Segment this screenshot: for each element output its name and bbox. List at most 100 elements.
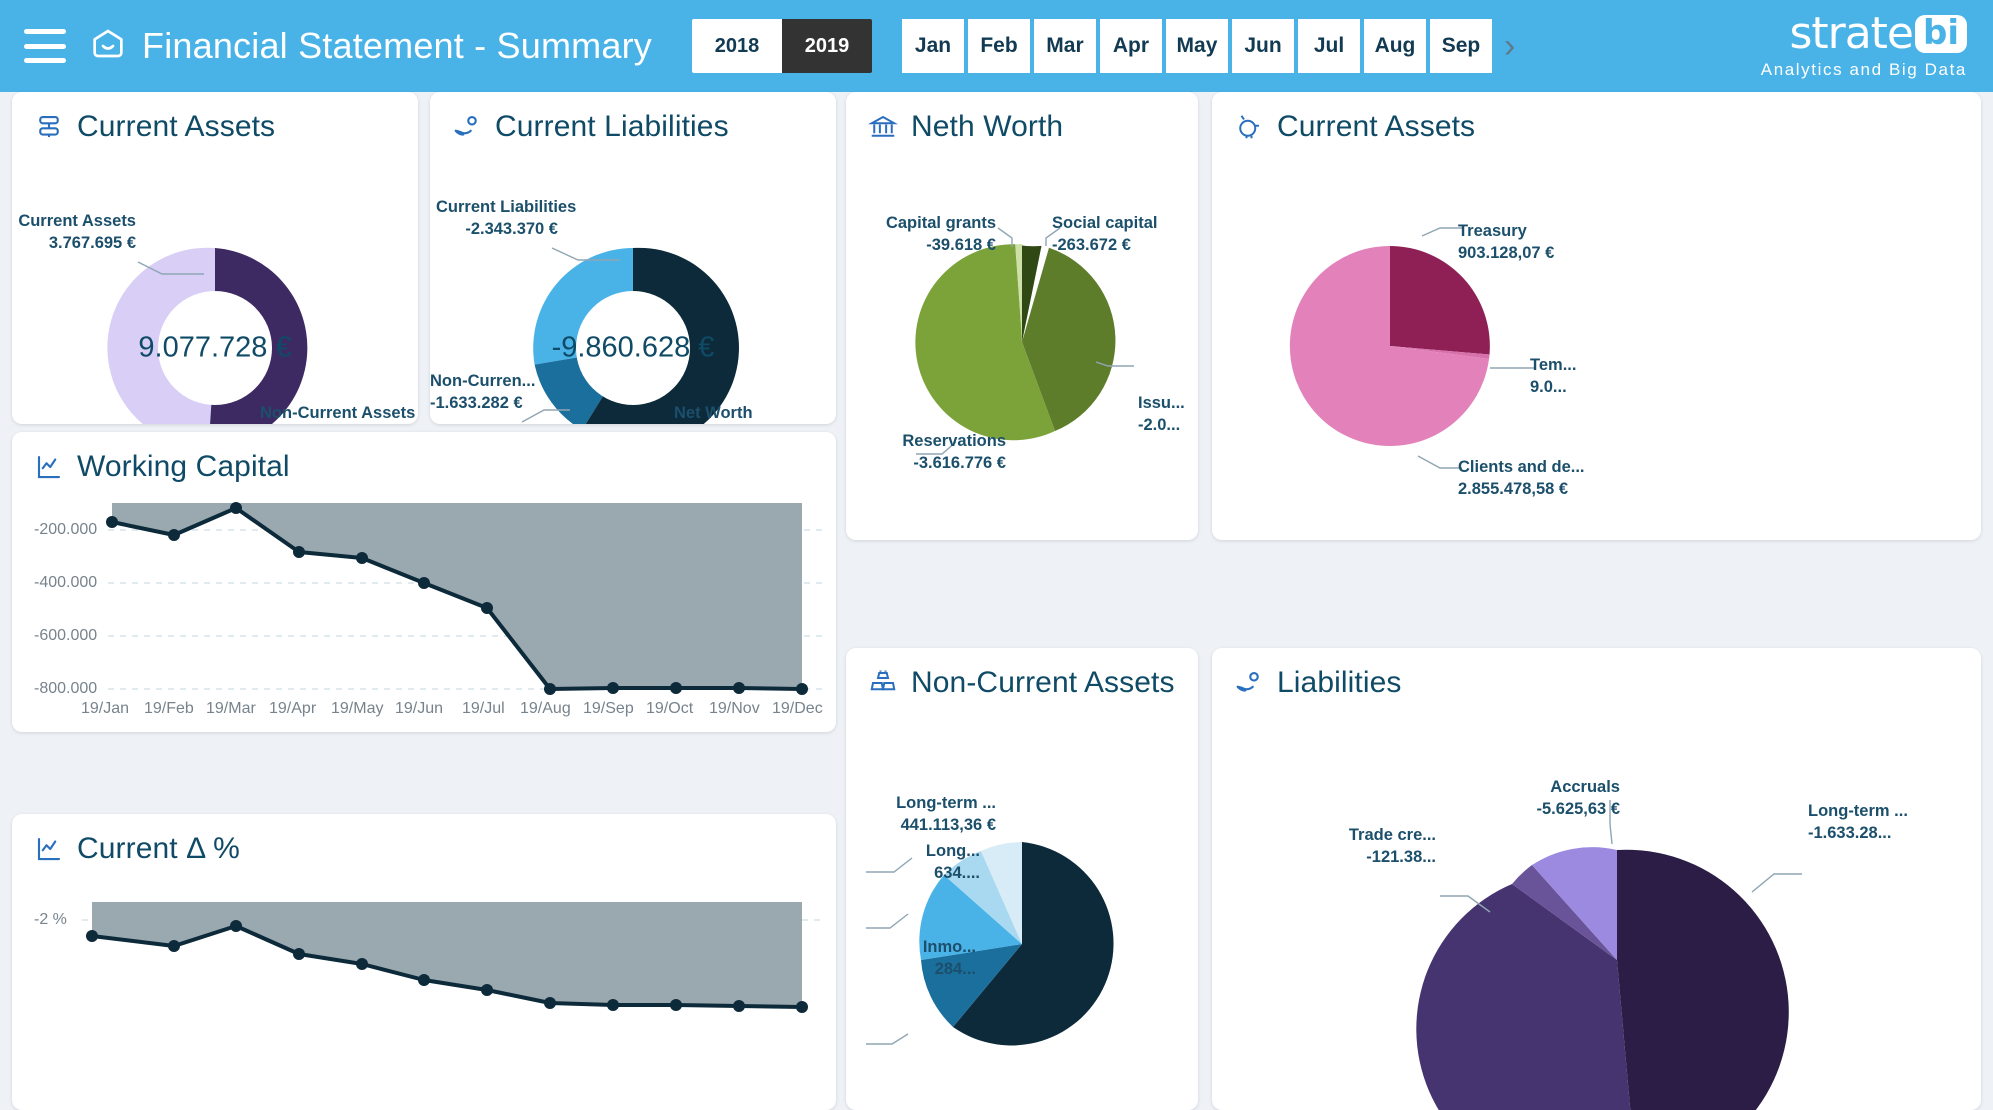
month-button-mar[interactable]: Mar (1033, 19, 1096, 73)
leader-line (1095, 361, 1134, 367)
non-current-assets-pie-chart (866, 842, 1114, 1046)
card-current-delta: Current Δ % -2 % (12, 814, 836, 1110)
card-title: Current Assets (1277, 110, 1476, 143)
slice-label-accruals: Accruals -5.625,63 € (1536, 778, 1620, 819)
series-points[interactable] (106, 502, 808, 695)
leader-line (1417, 455, 1462, 469)
series-points[interactable] (86, 920, 808, 1013)
x-axis-tick: 19/Apr (269, 700, 317, 717)
pie-slice-long-term[interactable] (981, 842, 1022, 944)
x-axis-tick: 19/Aug (520, 700, 571, 717)
line-chart-icon (37, 455, 61, 479)
slice-label-trade-creditors: Trade cre... -121.38... (1348, 826, 1436, 867)
card-title: Current Assets (77, 110, 276, 143)
leader-line (866, 913, 909, 929)
gold-bars-icon (870, 670, 896, 691)
current-assets-donut-chart (107, 247, 308, 424)
series-line (110, 506, 804, 691)
pie-slice-inmo[interactable] (919, 875, 1022, 960)
pie-slice-trade-creditors[interactable] (1512, 865, 1617, 960)
month-button-feb[interactable]: Feb (967, 19, 1030, 73)
leader-line (866, 857, 913, 873)
leader-line (1440, 895, 1491, 913)
dashboard-board: Current Assets Current Assets 3.767.695 … (0, 92, 1993, 1110)
month-button-apr[interactable]: Apr (1099, 19, 1162, 73)
x-axis-tick: 19/Jan (81, 700, 130, 717)
year-button-2019[interactable]: 2019 (781, 19, 872, 73)
slice-label-clients-debtors: Clients and de... 2.855.478,58 € (1458, 458, 1585, 499)
liabilities-pie-chart (1416, 800, 1802, 1110)
y-axis-tick: -400.000 (34, 574, 98, 591)
x-axis-tick: 19/Mar (206, 700, 256, 717)
card-current-assets-pie: Current Assets Treasury 903.128,07 € Tem… (1212, 92, 1981, 540)
slice-label-temporary: Tem... 9.0... (1530, 356, 1577, 397)
stacked-layers-icon (39, 115, 59, 137)
year-button-2018[interactable]: 2018 (691, 19, 782, 73)
hand-coin-icon (454, 115, 477, 136)
slice-label-current-liabilities: Current Liabilities -2.343.370 € (436, 198, 577, 239)
leader-line (1421, 227, 1462, 237)
stratebi-logo: strate bi Analytics and Big Data (1761, 12, 1975, 80)
card-neth-worth: Neth Worth Capital grants -39.618 € Soci… (846, 92, 1198, 540)
slice-label-current-assets: Current Assets 3.767.695 € (18, 212, 136, 253)
slice-label-non-current-assets: Non-Current Assets 5.310.033 € (260, 404, 416, 422)
piggy-bank-icon (1239, 115, 1259, 139)
current-delta-area-chart (82, 902, 822, 1013)
working-capital-area-chart (106, 502, 822, 695)
pie-slice-long[interactable] (944, 851, 1022, 944)
pie-slice-other[interactable] (1416, 884, 1636, 1110)
pie-slice-clients-debtors[interactable] (1289, 245, 1489, 446)
leader-line (551, 247, 620, 261)
slice-label-long: Long... 634.... (925, 842, 980, 883)
leader-line (997, 227, 1013, 247)
month-button-aug[interactable]: Aug (1363, 19, 1426, 73)
slice-label-inmo: Inmo... 284... (922, 938, 976, 979)
month-button-jun[interactable]: Jun (1231, 19, 1294, 73)
chevron-right-icon[interactable]: › (1503, 26, 1516, 65)
leader-line (1751, 873, 1802, 893)
x-axis-tick: 19/Dec (772, 700, 823, 717)
slice-label-non-current-liabilities: Non-Curren... -1.633.282 € (430, 372, 536, 413)
pie-slice-long-term[interactable] (1617, 849, 1789, 1110)
card-liabilities: Liabilities Accruals -5.625,63 € Trade c… (1212, 648, 1981, 1110)
month-button-jan[interactable]: Jan (901, 19, 964, 73)
x-axis-tick: 19/Feb (144, 700, 194, 717)
card-working-capital: Working Capital -200.000 -400.000 -600.0… (12, 432, 836, 732)
card-current-liabilities-donut: Current Liabilities Current Liabilities … (430, 92, 836, 424)
series-line (90, 924, 804, 1009)
x-axis-tick: 19/Nov (709, 700, 760, 717)
slice-label-reservations: Reservations -3.616.776 € (902, 432, 1006, 473)
pie-slice-main[interactable] (953, 842, 1114, 1046)
hand-coin-icon (1236, 671, 1259, 692)
page-title: Financial Statement - Summary (142, 25, 652, 66)
y-axis-tick: -200.000 (34, 521, 98, 538)
x-axis-tick: 19/Jun (395, 700, 444, 717)
pie-slice-accruals[interactable] (1532, 847, 1617, 960)
month-selector[interactable]: Jan Feb Mar Apr May Jun Jul Aug Sep (901, 19, 1492, 73)
pie-slice-other[interactable] (921, 944, 1022, 1027)
card-title: Working Capital (77, 450, 290, 483)
neth-worth-pie-chart (915, 227, 1134, 455)
pie-slice-capital-grants[interactable] (1015, 244, 1022, 342)
pie-slice-issuance[interactable] (1022, 247, 1116, 431)
card-title: Current Δ % (77, 832, 240, 865)
pentagon-smile-icon (93, 29, 123, 58)
leader-line (1045, 227, 1061, 246)
y-axis-tick: -800.000 (34, 680, 98, 697)
month-button-sep[interactable]: Sep (1429, 19, 1492, 73)
slice-label-capital-grants: Capital grants -39.618 € (885, 214, 996, 255)
month-button-may[interactable]: May (1165, 19, 1228, 73)
slice-label-long-term: Long-term ... 441.113,36 € (896, 794, 996, 835)
line-chart-icon (37, 837, 61, 861)
hamburger-icon[interactable] (24, 29, 66, 63)
pie-slice-treasury[interactable] (1390, 246, 1490, 355)
pie-slice-reservations[interactable] (915, 244, 1055, 441)
slice-label-long-term-liabilities: Long-term ... -1.633.28... (1808, 802, 1908, 843)
pie-slice-temporary[interactable] (1390, 346, 1490, 359)
current-liabilities-donut-chart (521, 247, 739, 424)
app-header: Financial Statement - Summary 2018 2019 … (0, 0, 1993, 92)
month-button-jul[interactable]: Jul (1297, 19, 1360, 73)
year-selector[interactable]: 2018 2019 (691, 19, 872, 73)
leader-line (916, 441, 957, 455)
card-title: Current Liabilities (495, 110, 729, 143)
